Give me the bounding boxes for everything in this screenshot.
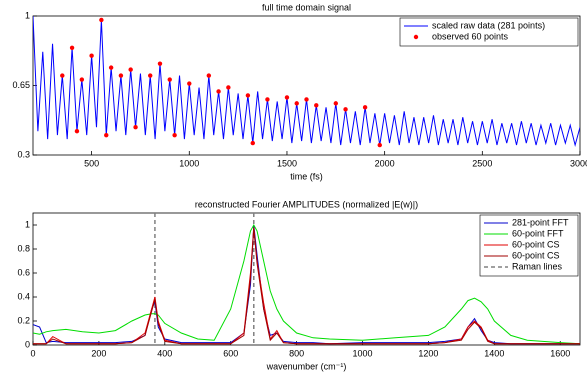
- plot-content: [33, 16, 580, 148]
- observed-point: [226, 85, 231, 90]
- x-tick-label: 1200: [418, 348, 438, 358]
- observed-point: [69, 45, 75, 50]
- x-axis-label: wavenumber (cm⁻¹): [266, 361, 347, 371]
- x-tick-label: 800: [289, 348, 304, 358]
- x-tick-label: 1400: [484, 348, 504, 358]
- y-tick-label: 1: [25, 10, 30, 20]
- y-tick-label: 1: [25, 219, 30, 229]
- series-line: [33, 224, 580, 345]
- x-tick-label: 2000: [375, 158, 395, 168]
- legend-label: 60-point CS: [512, 239, 560, 249]
- observed-point: [157, 61, 163, 66]
- x-tick-label: 1600: [550, 348, 570, 358]
- series-line: [33, 228, 580, 345]
- observed-point: [206, 73, 212, 78]
- x-tick-label: 400: [157, 348, 172, 358]
- x-tick-label: 2500: [472, 158, 492, 168]
- legend-swatch: [413, 34, 419, 40]
- y-tick-label: 0.6: [17, 267, 30, 277]
- y-tick-label: 0.4: [17, 291, 30, 301]
- series-line: [33, 223, 580, 345]
- y-tick-label: 0: [25, 339, 30, 349]
- x-tick-label: 1000: [353, 348, 373, 358]
- y-tick-label: 0.3: [17, 149, 30, 159]
- legend-label: observed 60 points: [432, 31, 509, 41]
- observed-point: [333, 101, 339, 106]
- observed-point: [89, 53, 94, 58]
- x-axis-label: time (fs): [290, 171, 323, 181]
- observed-point: [265, 97, 270, 102]
- observed-point: [148, 73, 153, 78]
- observed-point: [187, 81, 192, 86]
- observed-point: [60, 73, 65, 78]
- observed-point: [128, 67, 133, 72]
- plot-content: [33, 213, 580, 345]
- observed-point: [167, 77, 172, 82]
- legend-label: scaled raw data (281 points): [432, 20, 545, 30]
- observed-point: [377, 142, 382, 148]
- legend-box: [399, 17, 579, 47]
- observed-point: [74, 128, 80, 134]
- y-tick-label: 0.2: [17, 315, 30, 325]
- x-tick-label: 200: [91, 348, 106, 358]
- chart-title: reconstructed Fourier AMPLITUDES (normal…: [195, 199, 418, 209]
- observed-point: [104, 132, 109, 138]
- observed-point: [172, 132, 177, 138]
- observed-point: [245, 93, 251, 98]
- legend-label: 60-point FFT: [512, 228, 564, 238]
- observed-point: [343, 107, 348, 112]
- x-tick-label: 500: [84, 158, 99, 168]
- x-tick-label: 1000: [179, 158, 199, 168]
- chart-title: full time domain signal: [262, 2, 351, 12]
- legend-label: 60-point CS: [512, 250, 560, 260]
- legend-label: Raman lines: [512, 261, 563, 271]
- observed-point: [108, 65, 114, 70]
- observed-point: [216, 89, 221, 94]
- observed-point: [133, 125, 138, 130]
- x-tick-label: 600: [223, 348, 238, 358]
- legend-label: 281-point FFT: [512, 217, 569, 227]
- observed-point: [79, 77, 85, 82]
- observed-point: [294, 101, 299, 106]
- y-tick-label: 0.65: [12, 80, 30, 90]
- x-tick-label: 0: [30, 348, 35, 358]
- observed-point: [250, 140, 255, 146]
- observed-point: [314, 103, 319, 108]
- observed-point: [362, 105, 368, 110]
- x-tick-label: 1500: [277, 158, 297, 168]
- observed-point: [284, 95, 290, 100]
- observed-point: [118, 73, 124, 78]
- y-tick-label: 0.8: [17, 243, 30, 253]
- observed-point: [99, 17, 104, 23]
- observed-point: [304, 97, 309, 102]
